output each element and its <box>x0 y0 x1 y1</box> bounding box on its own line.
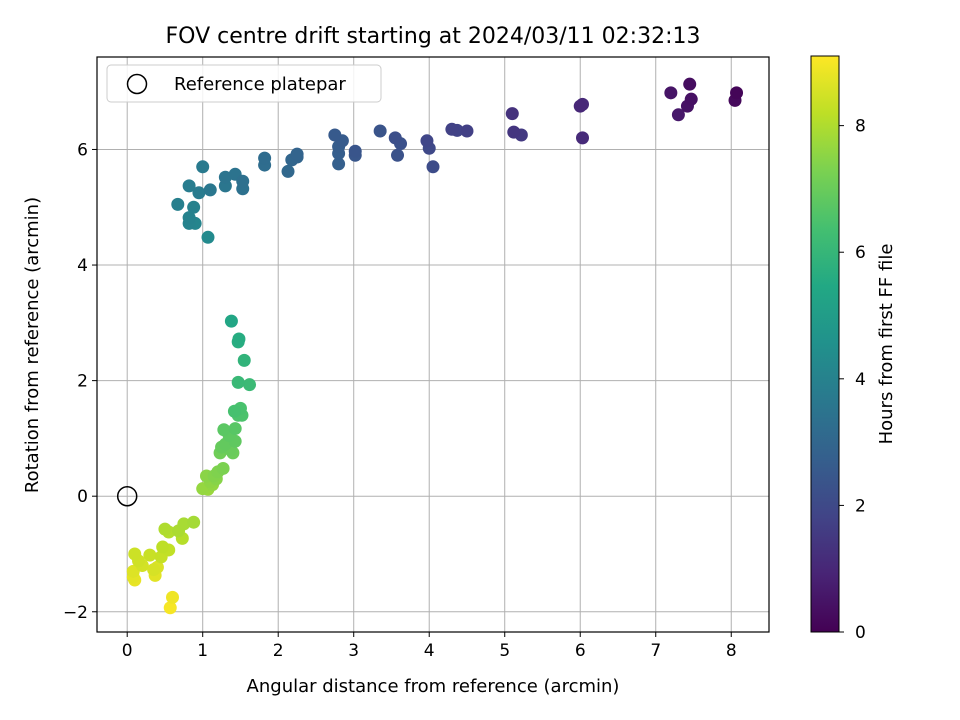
data-point <box>243 378 257 392</box>
data-point <box>290 147 304 161</box>
data-point <box>684 92 698 106</box>
data-point <box>573 99 587 113</box>
data-point <box>163 601 177 615</box>
legend: Reference platepar <box>106 64 382 103</box>
data-point <box>158 522 172 536</box>
colorbar: 0 2 4 6 8 Hours from first FF file <box>810 55 897 643</box>
data-point <box>373 124 387 138</box>
data-point <box>391 148 405 162</box>
data-point <box>187 200 201 214</box>
colorbar-gradient <box>810 55 840 633</box>
data-point <box>420 134 434 148</box>
data-points <box>126 77 744 615</box>
data-point <box>224 314 238 328</box>
colorbar-tick-label: 2 <box>855 496 866 516</box>
data-point <box>664 86 678 100</box>
data-point <box>201 230 215 244</box>
x-tick-label: 3 <box>348 641 359 661</box>
x-axis-label: Angular distance from reference (arcmin) <box>247 676 620 697</box>
data-point <box>671 108 685 122</box>
data-point <box>576 131 590 145</box>
data-point <box>147 563 161 577</box>
x-tick-label: 1 <box>197 641 208 661</box>
data-point <box>460 124 474 138</box>
data-point <box>182 179 196 193</box>
colorbar-ticks: 0 2 4 6 8 <box>839 117 866 643</box>
legend-entry: Reference platepar <box>174 74 346 95</box>
x-tick-label: 6 <box>575 641 586 661</box>
x-axis-ticks: 0 1 2 3 4 5 6 7 8 <box>122 632 737 661</box>
data-point <box>281 164 295 178</box>
data-point <box>445 122 459 136</box>
data-point <box>171 197 185 211</box>
data-point <box>348 144 362 158</box>
data-point <box>182 211 196 225</box>
data-point <box>426 160 440 174</box>
y-axis-ticks: −2 0 2 4 6 <box>63 140 97 623</box>
y-axis-label: Rotation from reference (arcmin) <box>22 197 43 493</box>
x-tick-label: 0 <box>122 641 133 661</box>
data-point <box>196 160 210 174</box>
colorbar-tick-label: 8 <box>855 117 866 137</box>
data-point <box>156 540 170 554</box>
data-point <box>217 423 231 437</box>
data-point <box>187 515 201 529</box>
data-point <box>228 422 242 436</box>
y-tick-label: 2 <box>77 372 88 392</box>
data-point <box>507 125 521 139</box>
data-point <box>231 375 245 389</box>
reference-platepar-marker <box>116 485 138 507</box>
colorbar-tick-label: 6 <box>855 243 866 263</box>
plot-frame <box>96 56 770 633</box>
x-tick-label: 4 <box>424 641 435 661</box>
data-point <box>236 174 250 188</box>
data-point <box>227 404 241 418</box>
data-point <box>216 461 230 475</box>
reference-layer <box>116 485 138 507</box>
data-point <box>166 590 180 604</box>
data-point <box>683 77 697 91</box>
colorbar-label: Hours from first FF file <box>876 244 897 445</box>
colorbar-tick-label: 4 <box>855 370 866 390</box>
data-point <box>237 353 251 367</box>
data-point <box>218 170 232 184</box>
data-point <box>143 548 157 562</box>
data-point <box>328 128 342 142</box>
data-point <box>232 332 246 346</box>
legend-box <box>106 64 382 103</box>
y-tick-label: −2 <box>63 603 88 623</box>
data-point <box>388 131 402 145</box>
data-point <box>258 151 272 165</box>
chart-title: FOV centre drift starting at 2024/03/11 … <box>166 24 701 49</box>
data-point <box>332 157 346 171</box>
y-tick-label: 0 <box>77 487 88 507</box>
y-tick-label: 4 <box>77 256 88 276</box>
data-point <box>177 517 191 531</box>
y-tick-label: 6 <box>77 140 88 160</box>
data-point <box>730 86 744 100</box>
data-point <box>505 107 519 121</box>
colorbar-tick-label: 0 <box>855 623 866 643</box>
x-tick-label: 2 <box>273 641 284 661</box>
data-point <box>128 547 142 561</box>
x-tick-label: 8 <box>726 641 737 661</box>
x-tick-label: 7 <box>650 641 661 661</box>
data-point <box>192 186 206 200</box>
legend-marker <box>126 73 148 95</box>
x-tick-label: 5 <box>499 641 510 661</box>
data-point <box>203 183 217 197</box>
